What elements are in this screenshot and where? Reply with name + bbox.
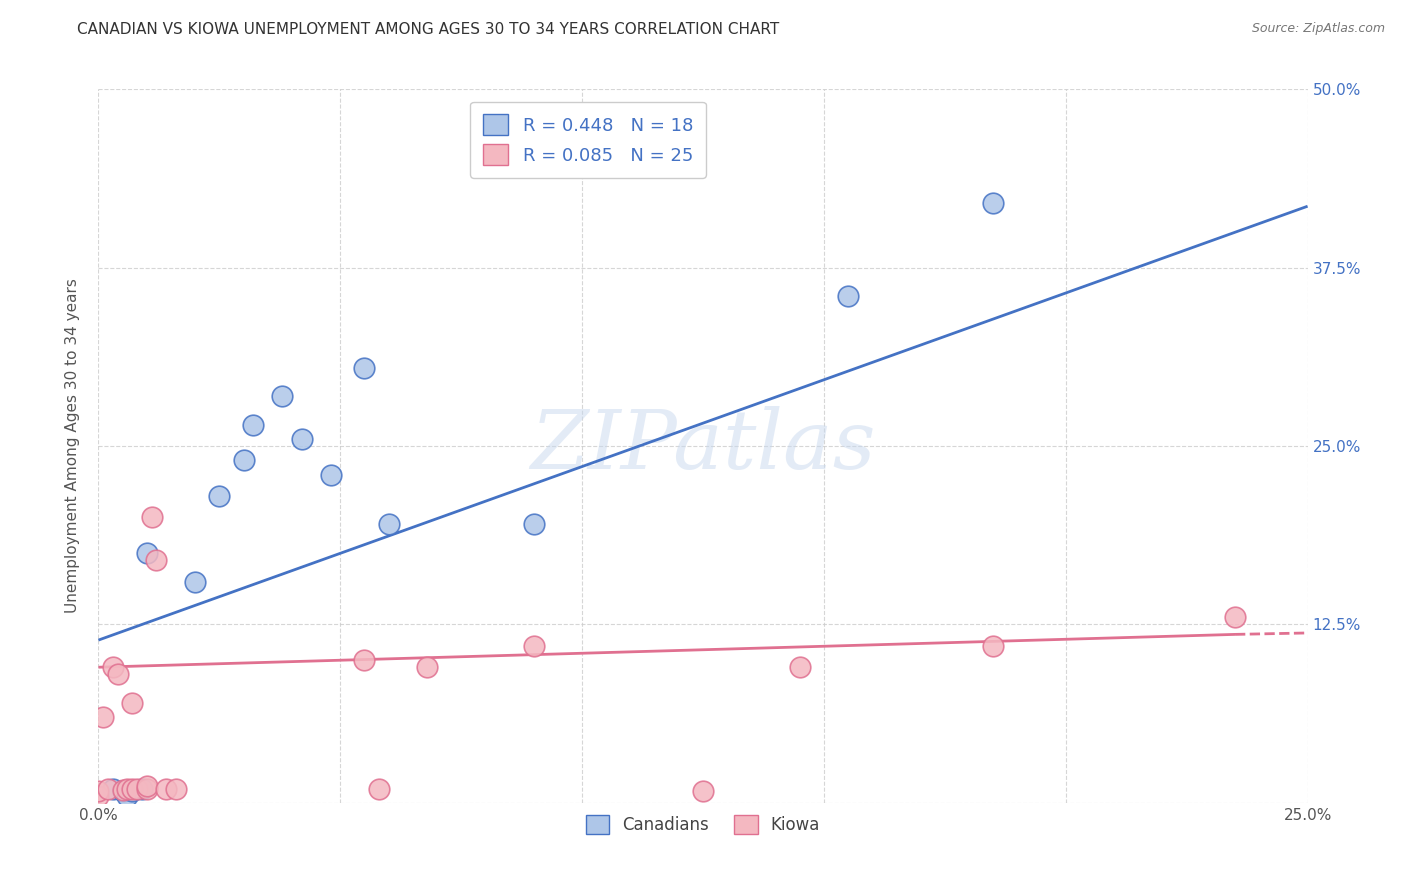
Point	[117, 789, 139, 803]
Point	[121, 696, 143, 710]
Text: CANADIAN VS KIOWA UNEMPLOYMENT AMONG AGES 30 TO 34 YEARS CORRELATION CHART: CANADIAN VS KIOWA UNEMPLOYMENT AMONG AGE…	[77, 22, 779, 37]
Legend: Canadians, Kiowa: Canadians, Kiowa	[576, 805, 830, 845]
Point	[111, 784, 134, 798]
Point	[416, 660, 439, 674]
Point	[523, 517, 546, 532]
Point	[135, 779, 157, 793]
Point	[184, 574, 207, 589]
Point	[1223, 610, 1246, 624]
Point	[107, 667, 129, 681]
Point	[127, 781, 149, 796]
Text: ZIPatlas: ZIPatlas	[530, 406, 876, 486]
Point	[377, 517, 399, 532]
Point	[87, 784, 110, 798]
Point	[208, 489, 231, 503]
Point	[981, 196, 1004, 211]
Point	[87, 789, 110, 803]
Point	[232, 453, 254, 467]
Point	[242, 417, 264, 432]
Point	[121, 781, 143, 796]
Point	[353, 653, 375, 667]
Point	[155, 781, 177, 796]
Y-axis label: Unemployment Among Ages 30 to 34 years: Unemployment Among Ages 30 to 34 years	[65, 278, 80, 614]
Point	[319, 467, 342, 482]
Point	[101, 660, 124, 674]
Point	[165, 781, 187, 796]
Point	[290, 432, 312, 446]
Point	[523, 639, 546, 653]
Point	[141, 510, 163, 524]
Point	[981, 639, 1004, 653]
Point	[368, 781, 391, 796]
Point	[692, 784, 714, 798]
Point	[135, 546, 157, 560]
Point	[145, 553, 167, 567]
Point	[131, 781, 153, 796]
Point	[353, 360, 375, 375]
Point	[789, 660, 811, 674]
Point	[837, 289, 859, 303]
Point	[135, 781, 157, 796]
Point	[111, 783, 134, 797]
Point	[91, 710, 114, 724]
Point	[97, 781, 120, 796]
Point	[121, 784, 143, 798]
Text: Source: ZipAtlas.com: Source: ZipAtlas.com	[1251, 22, 1385, 36]
Point	[271, 389, 294, 403]
Point	[117, 781, 139, 796]
Point	[101, 781, 124, 796]
